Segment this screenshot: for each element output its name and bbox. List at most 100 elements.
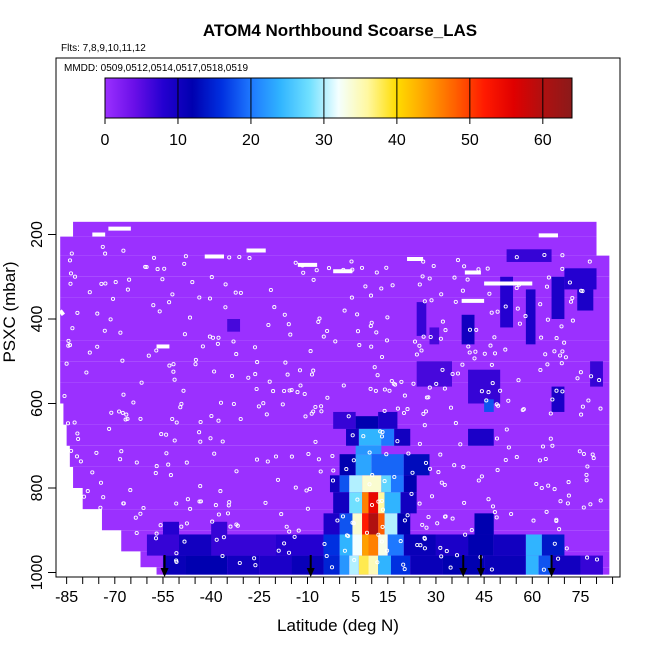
heatmap-cell bbox=[378, 555, 391, 575]
sample-marker bbox=[489, 362, 494, 367]
sample-marker bbox=[282, 541, 287, 546]
sample-marker bbox=[64, 361, 69, 366]
sample-marker bbox=[69, 448, 74, 453]
sample-marker bbox=[417, 343, 422, 348]
heatmap-cell bbox=[179, 534, 212, 556]
sample-marker bbox=[455, 371, 461, 376]
sample-marker bbox=[469, 528, 474, 533]
sample-marker bbox=[391, 381, 396, 386]
sample-marker bbox=[448, 565, 453, 570]
sample-marker bbox=[210, 519, 215, 524]
sample-marker bbox=[103, 251, 108, 256]
heatmap-cell bbox=[435, 534, 469, 556]
down-arrow-marker bbox=[476, 555, 485, 577]
heatmap-cell bbox=[333, 492, 350, 514]
sample-marker bbox=[384, 338, 390, 343]
sample-marker bbox=[450, 516, 455, 521]
sample-marker bbox=[151, 255, 157, 260]
sample-marker bbox=[559, 324, 564, 329]
sample-marker bbox=[368, 293, 374, 298]
sample-marker bbox=[443, 514, 448, 519]
sample-marker bbox=[514, 285, 519, 291]
sample-marker bbox=[326, 266, 332, 271]
sample-marker bbox=[453, 299, 458, 304]
sample-marker bbox=[597, 378, 602, 383]
sample-marker bbox=[398, 539, 403, 544]
sample-marker bbox=[401, 410, 407, 416]
sample-marker bbox=[423, 460, 429, 465]
sample-marker bbox=[454, 553, 460, 558]
sample-marker bbox=[453, 421, 458, 426]
heatmap-cell bbox=[564, 268, 597, 290]
sample-marker bbox=[184, 460, 189, 465]
sample-marker bbox=[174, 559, 179, 564]
sample-marker bbox=[405, 407, 410, 412]
heatmap-cell bbox=[355, 445, 382, 455]
sample-marker bbox=[352, 557, 357, 563]
sample-marker bbox=[405, 513, 410, 518]
sample-marker bbox=[552, 349, 557, 354]
heatmap-cell bbox=[355, 454, 372, 476]
sample-marker bbox=[534, 481, 539, 487]
sample-marker bbox=[178, 405, 183, 410]
sample-marker bbox=[461, 464, 466, 469]
heatmap-cell bbox=[323, 513, 340, 535]
heatmap-cell bbox=[506, 249, 552, 262]
heatmap-cell bbox=[368, 555, 379, 575]
heatmap-cell bbox=[349, 555, 359, 575]
sample-marker bbox=[143, 264, 148, 269]
heatmap-cell bbox=[329, 475, 340, 493]
sample-marker bbox=[382, 408, 387, 413]
sample-marker bbox=[351, 458, 356, 463]
sample-marker bbox=[556, 556, 561, 561]
sample-marker bbox=[340, 514, 346, 519]
sample-marker bbox=[155, 267, 160, 272]
sample-marker bbox=[183, 254, 188, 259]
sample-marker bbox=[467, 350, 472, 355]
sample-marker bbox=[133, 515, 138, 520]
sample-marker bbox=[487, 291, 492, 296]
sample-marker bbox=[316, 319, 321, 324]
sample-marker bbox=[256, 404, 261, 409]
sample-marker bbox=[385, 548, 390, 553]
sample-marker bbox=[580, 404, 585, 409]
sample-marker bbox=[265, 459, 270, 464]
sample-marker bbox=[342, 548, 347, 553]
heatmap-cell bbox=[551, 555, 581, 575]
sample-marker bbox=[545, 362, 550, 367]
sample-marker bbox=[157, 309, 162, 314]
sample-marker bbox=[523, 314, 528, 319]
sample-marker bbox=[424, 395, 429, 400]
sample-marker bbox=[579, 288, 584, 293]
heatmap-cell bbox=[525, 534, 542, 556]
sample-marker bbox=[333, 339, 338, 344]
sample-marker bbox=[284, 524, 289, 529]
sample-marker bbox=[588, 502, 593, 507]
sample-marker bbox=[373, 388, 378, 393]
heatmap-cell bbox=[339, 534, 353, 556]
x-tick-label: -25 bbox=[248, 589, 271, 606]
sample-marker bbox=[182, 539, 187, 544]
sample-marker bbox=[228, 524, 233, 529]
sample-marker bbox=[314, 268, 319, 273]
sample-marker bbox=[514, 255, 519, 260]
heatmap-cell bbox=[323, 555, 340, 575]
sample-marker bbox=[164, 451, 169, 456]
sample-marker bbox=[436, 470, 441, 475]
heatmap-cell bbox=[259, 555, 292, 575]
heatmap-cell bbox=[384, 513, 398, 535]
heatmap-cell bbox=[352, 534, 363, 556]
sample-marker bbox=[226, 503, 231, 508]
sample-marker bbox=[90, 470, 95, 475]
y-axis-label: PSXC (mbar) bbox=[0, 261, 19, 362]
heatmap-cell bbox=[275, 534, 324, 556]
heatmap-cell bbox=[291, 555, 324, 575]
sample-marker bbox=[329, 565, 335, 570]
sample-marker bbox=[170, 416, 175, 422]
sample-marker bbox=[402, 518, 407, 523]
sample-marker bbox=[74, 454, 80, 459]
sample-marker bbox=[311, 368, 316, 373]
sample-marker bbox=[172, 438, 177, 443]
sample-marker bbox=[316, 457, 321, 462]
sample-marker bbox=[484, 398, 489, 403]
